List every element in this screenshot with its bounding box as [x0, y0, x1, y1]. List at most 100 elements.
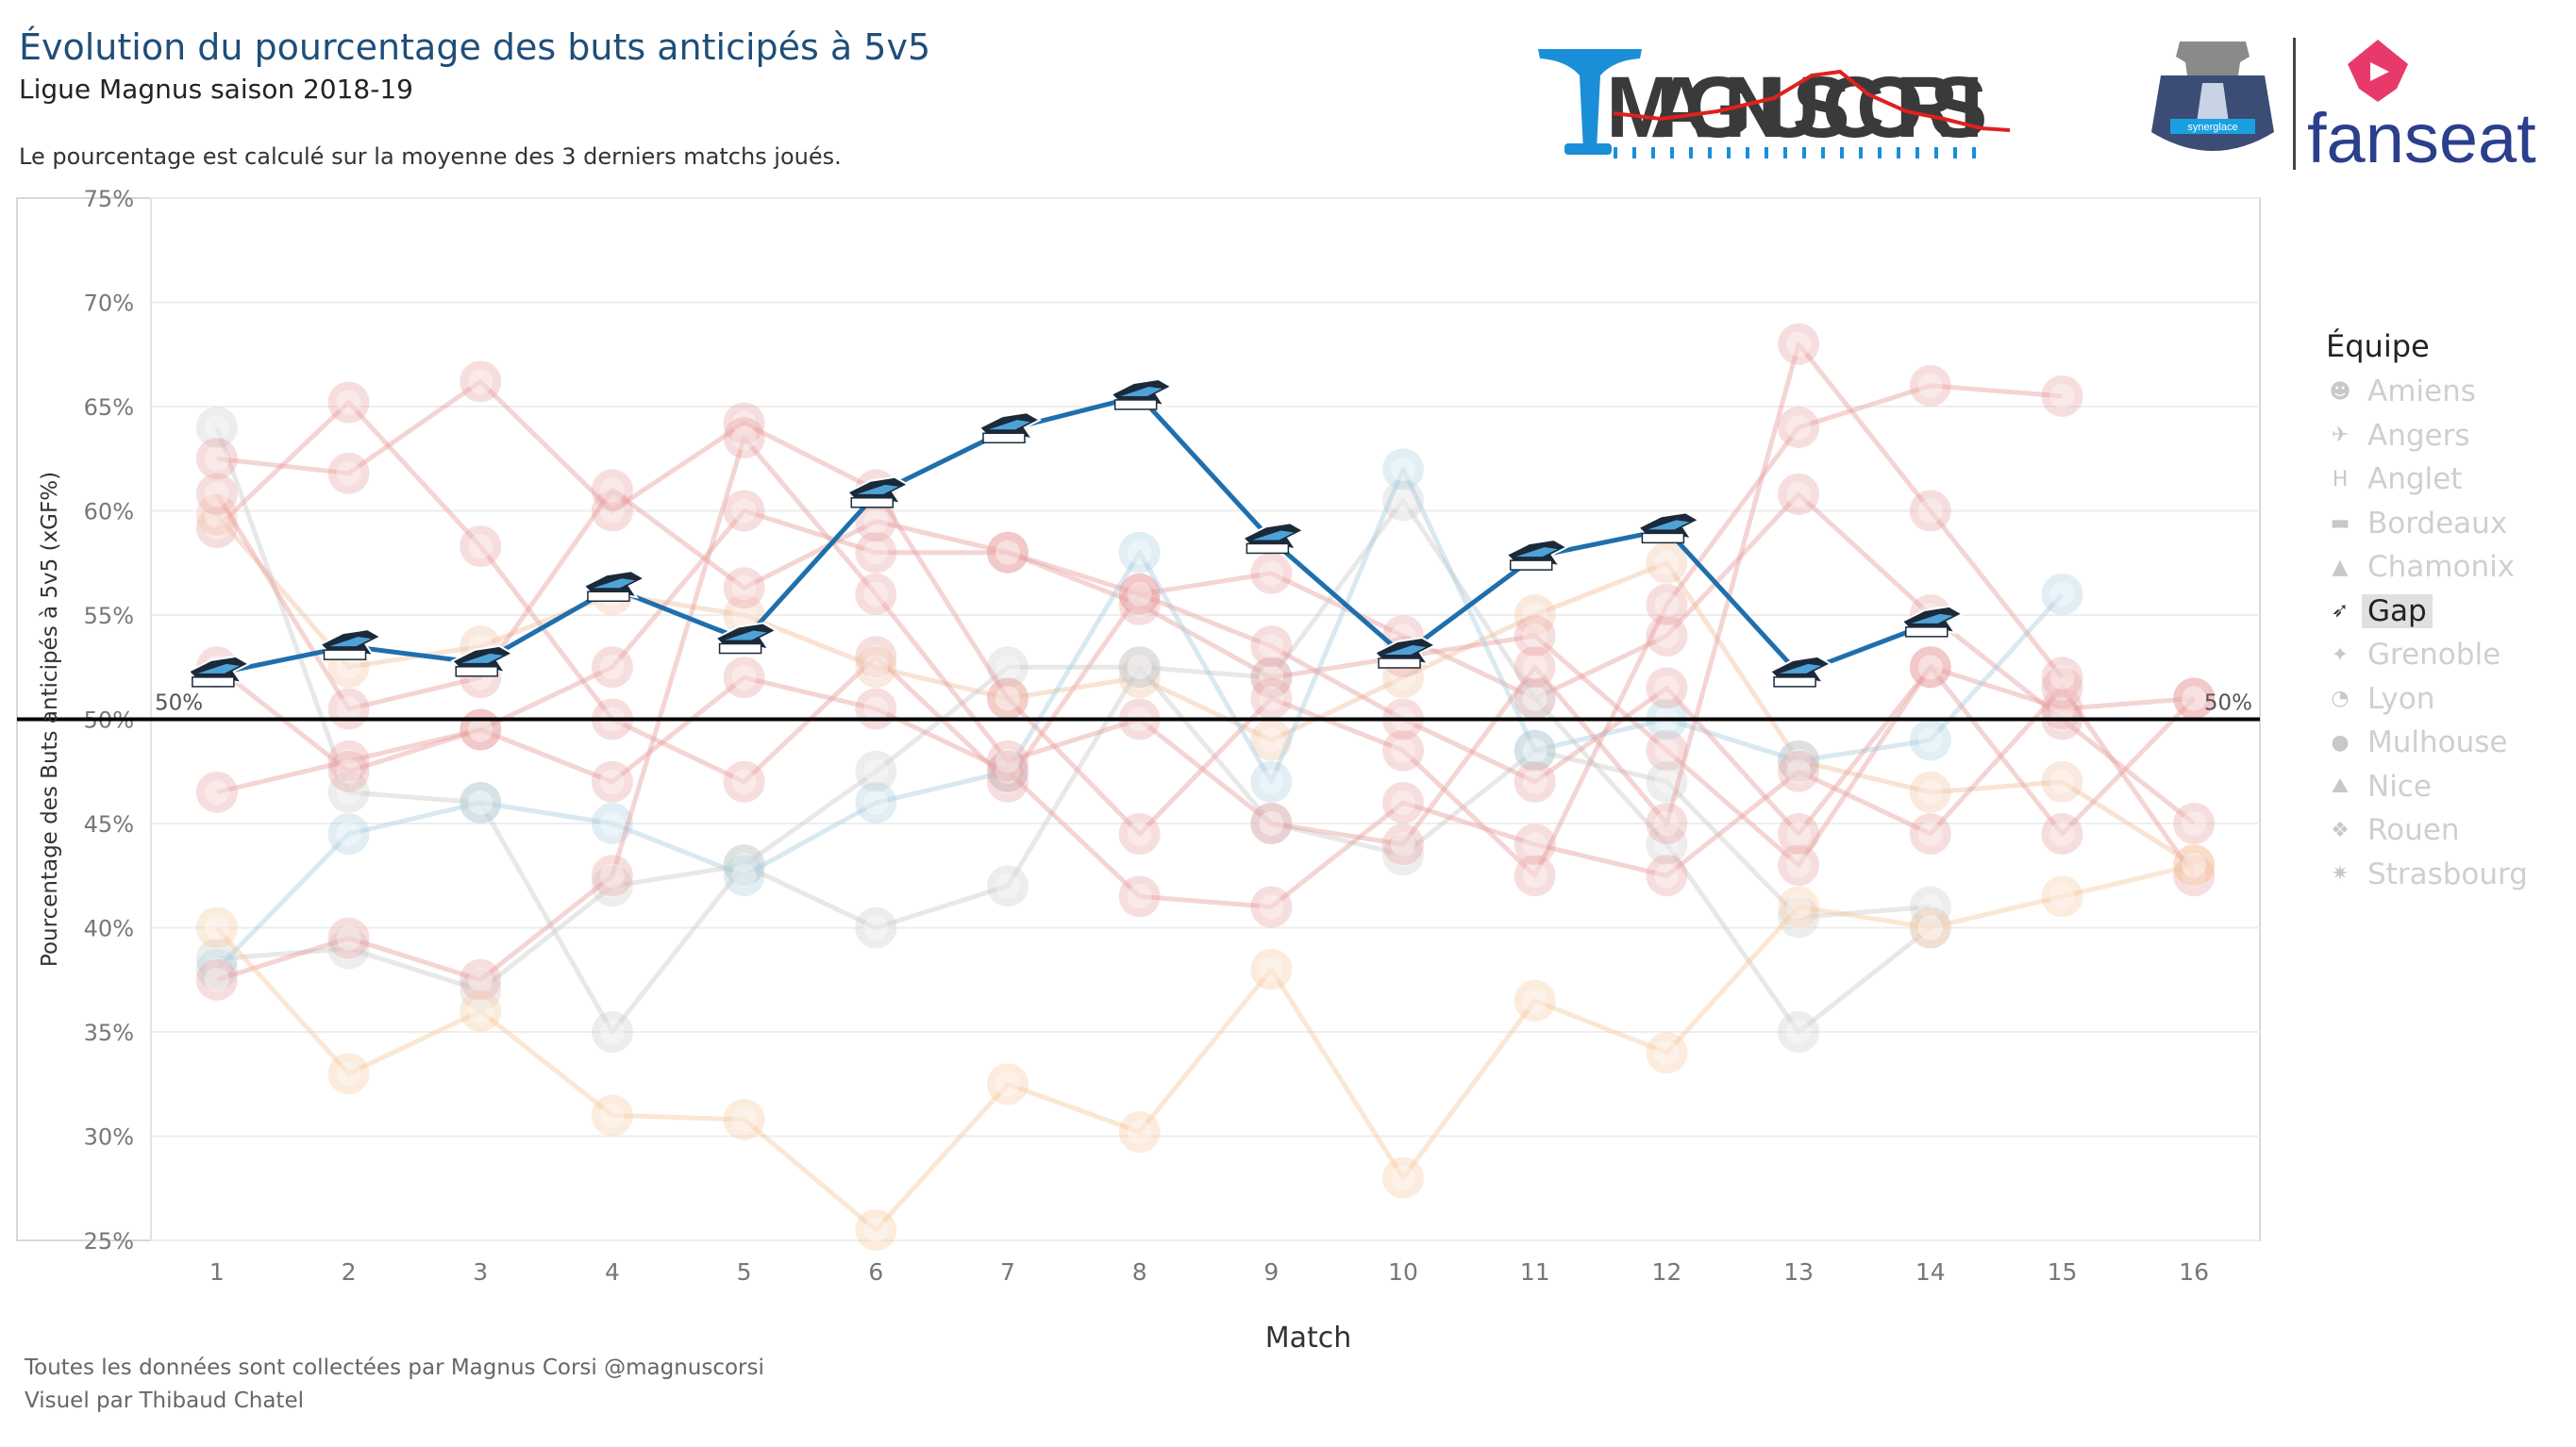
data-point-mulhouse[interactable] — [1118, 573, 1161, 615]
data-point-amiens[interactable] — [460, 525, 502, 568]
data-point-chamonix[interactable] — [195, 938, 238, 980]
legend-item-lyon[interactable]: ◔ Lyon — [2326, 677, 2528, 722]
data-point-nice[interactable] — [591, 760, 633, 803]
data-point-amiens[interactable] — [1646, 615, 1688, 657]
legend-item-chamonix[interactable]: ▲ Chamonix — [2326, 545, 2528, 590]
data-point-angers[interactable] — [986, 677, 1029, 720]
data-point-strasbourg[interactable] — [460, 990, 502, 1032]
data-point-chamonix[interactable] — [1646, 760, 1688, 803]
data-point-grenoble[interactable] — [1382, 729, 1425, 772]
data-point-grenoble[interactable] — [1909, 364, 1951, 407]
data-point-angers[interactable] — [2041, 760, 2083, 803]
data-point-gap[interactable] — [1768, 655, 1833, 688]
data-point-chamonix[interactable] — [591, 865, 633, 907]
data-point-lyon[interactable] — [2041, 573, 2083, 615]
data-point-strasbourg[interactable] — [855, 1208, 897, 1251]
legend-item-bordeaux[interactable]: ▬ Bordeaux — [2326, 502, 2528, 546]
data-point-chamonix[interactable] — [1250, 803, 1293, 844]
data-point-strasbourg[interactable] — [2041, 875, 2083, 918]
data-point-lyon[interactable] — [986, 750, 1029, 792]
data-point-rouen[interactable] — [1382, 823, 1425, 866]
data-point-lyon[interactable] — [195, 948, 238, 990]
data-point-lyon[interactable] — [1250, 760, 1293, 803]
data-point-nice[interactable] — [327, 750, 370, 792]
data-point-lyon[interactable] — [460, 781, 502, 823]
data-point-gap[interactable] — [1505, 539, 1569, 571]
data-point-lyon[interactable] — [1778, 740, 1820, 782]
data-point-anglet[interactable] — [1118, 646, 1161, 689]
data-point-anglet[interactable] — [195, 407, 238, 449]
data-point-chamonix[interactable] — [1909, 886, 1951, 928]
data-point-angers[interactable] — [1514, 594, 1556, 636]
data-point-rouen[interactable] — [1909, 490, 1951, 532]
data-point-bordeaux[interactable] — [986, 531, 1029, 574]
data-point-nice[interactable] — [986, 750, 1029, 792]
data-point-amiens[interactable] — [1514, 677, 1556, 720]
data-point-mulhouse[interactable] — [2041, 813, 2083, 856]
data-point-grenoble[interactable] — [723, 402, 765, 444]
data-point-anglet[interactable] — [1646, 823, 1688, 866]
data-point-strasbourg[interactable] — [327, 1053, 370, 1095]
data-point-gap[interactable] — [1636, 511, 1701, 544]
data-point-strasbourg[interactable] — [1646, 1032, 1688, 1074]
data-point-rouen[interactable] — [591, 855, 633, 897]
data-point-chamonix[interactable] — [855, 906, 897, 949]
data-point-lyon[interactable] — [1118, 531, 1161, 574]
data-point-chamonix[interactable] — [723, 844, 765, 887]
data-point-bordeaux[interactable] — [591, 646, 633, 689]
data-point-lyon[interactable] — [723, 855, 765, 897]
data-point-anglet[interactable] — [327, 771, 370, 813]
data-point-angers[interactable] — [1778, 740, 1820, 782]
data-point-rouen[interactable] — [1778, 323, 1820, 365]
data-point-amiens[interactable] — [195, 507, 238, 549]
data-point-nice[interactable] — [1778, 750, 1820, 792]
data-point-anglet[interactable] — [1909, 906, 1951, 949]
data-point-amiens[interactable] — [2173, 803, 2216, 844]
data-point-mulhouse[interactable] — [723, 567, 765, 609]
data-point-mulhouse[interactable] — [1778, 813, 1820, 856]
data-point-angers[interactable] — [1250, 719, 1293, 761]
data-point-chamonix[interactable] — [1118, 646, 1161, 689]
data-point-amiens[interactable] — [986, 760, 1029, 803]
data-point-lyon[interactable] — [327, 813, 370, 856]
data-point-grenoble[interactable] — [460, 360, 502, 403]
legend-item-nice[interactable]: ⛰ Nice — [2326, 765, 2528, 809]
data-point-nice[interactable] — [723, 657, 765, 699]
data-point-rouen[interactable] — [1646, 803, 1688, 844]
data-point-rouen[interactable] — [1250, 803, 1293, 844]
data-point-bordeaux[interactable] — [195, 771, 238, 813]
data-point-amiens[interactable] — [1778, 473, 1820, 515]
data-point-mulhouse[interactable] — [855, 500, 897, 542]
data-point-nice[interactable] — [2041, 667, 2083, 709]
data-point-anglet[interactable] — [986, 646, 1029, 689]
data-point-bordeaux[interactable] — [1646, 729, 1688, 772]
data-point-mulhouse[interactable] — [986, 531, 1029, 574]
data-point-rouen[interactable] — [986, 740, 1029, 782]
data-point-bordeaux[interactable] — [1778, 844, 1820, 887]
data-point-chamonix[interactable] — [460, 969, 502, 1011]
data-point-angers[interactable] — [855, 646, 897, 689]
data-point-bordeaux[interactable] — [855, 531, 897, 574]
data-point-anglet[interactable] — [1778, 1011, 1820, 1053]
data-point-grenoble[interactable] — [2041, 374, 2083, 417]
data-point-mulhouse[interactable] — [1909, 646, 1951, 689]
data-point-lyon[interactable] — [1514, 729, 1556, 772]
data-point-lyon[interactable] — [1382, 448, 1425, 491]
data-point-amiens[interactable] — [723, 760, 765, 803]
data-point-mulhouse[interactable] — [2173, 677, 2216, 720]
data-point-grenoble[interactable] — [1514, 855, 1556, 897]
data-point-chamonix[interactable] — [1514, 729, 1556, 772]
data-point-gap[interactable] — [1373, 636, 1438, 669]
data-point-grenoble[interactable] — [1250, 677, 1293, 720]
data-point-rouen[interactable] — [855, 573, 897, 615]
data-point-gap[interactable] — [187, 655, 251, 688]
data-point-amiens[interactable] — [855, 636, 897, 678]
legend-item-strasbourg[interactable]: ✷ Strasbourg — [2326, 853, 2528, 897]
data-point-angers[interactable] — [195, 493, 238, 536]
data-point-anglet[interactable] — [855, 750, 897, 792]
data-point-gap[interactable] — [582, 570, 647, 603]
data-point-bordeaux[interactable] — [1250, 657, 1293, 699]
data-point-bordeaux[interactable] — [1909, 646, 1951, 689]
data-point-grenoble[interactable] — [1778, 407, 1820, 449]
data-point-anglet[interactable] — [1382, 479, 1425, 522]
